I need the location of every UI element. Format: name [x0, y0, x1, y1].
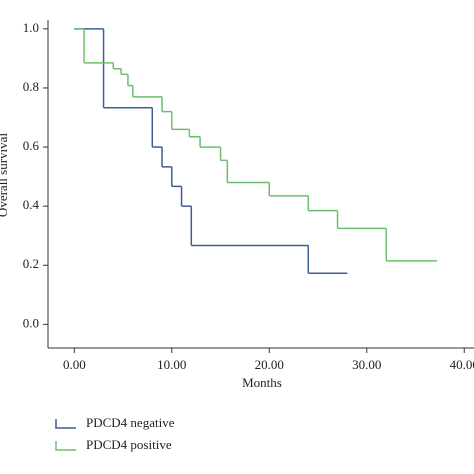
x-tick-label: 10.00	[157, 357, 186, 372]
x-tick-label: 30.00	[352, 357, 381, 372]
y-tick-label: 0.4	[23, 197, 40, 212]
x-tick-label: 20.00	[255, 357, 284, 372]
legend-swatch	[55, 441, 76, 451]
y-tick-label: 0.6	[23, 138, 40, 153]
x-tick-label: 0.00	[63, 357, 86, 372]
y-tick-label: 0.8	[23, 79, 39, 94]
legend-swatch	[55, 419, 76, 429]
y-axis-label: Overall survival	[0, 133, 10, 218]
x-axis-label: Months	[242, 375, 282, 390]
y-tick-label: 1.0	[23, 20, 39, 35]
legend-label: PDCD4 positive	[86, 437, 172, 452]
y-tick-label: 0.0	[23, 315, 39, 330]
y-tick-label: 0.2	[23, 256, 39, 271]
legend-label: PDCD4 negative	[86, 415, 175, 430]
x-tick-label: 40.00	[450, 357, 474, 372]
